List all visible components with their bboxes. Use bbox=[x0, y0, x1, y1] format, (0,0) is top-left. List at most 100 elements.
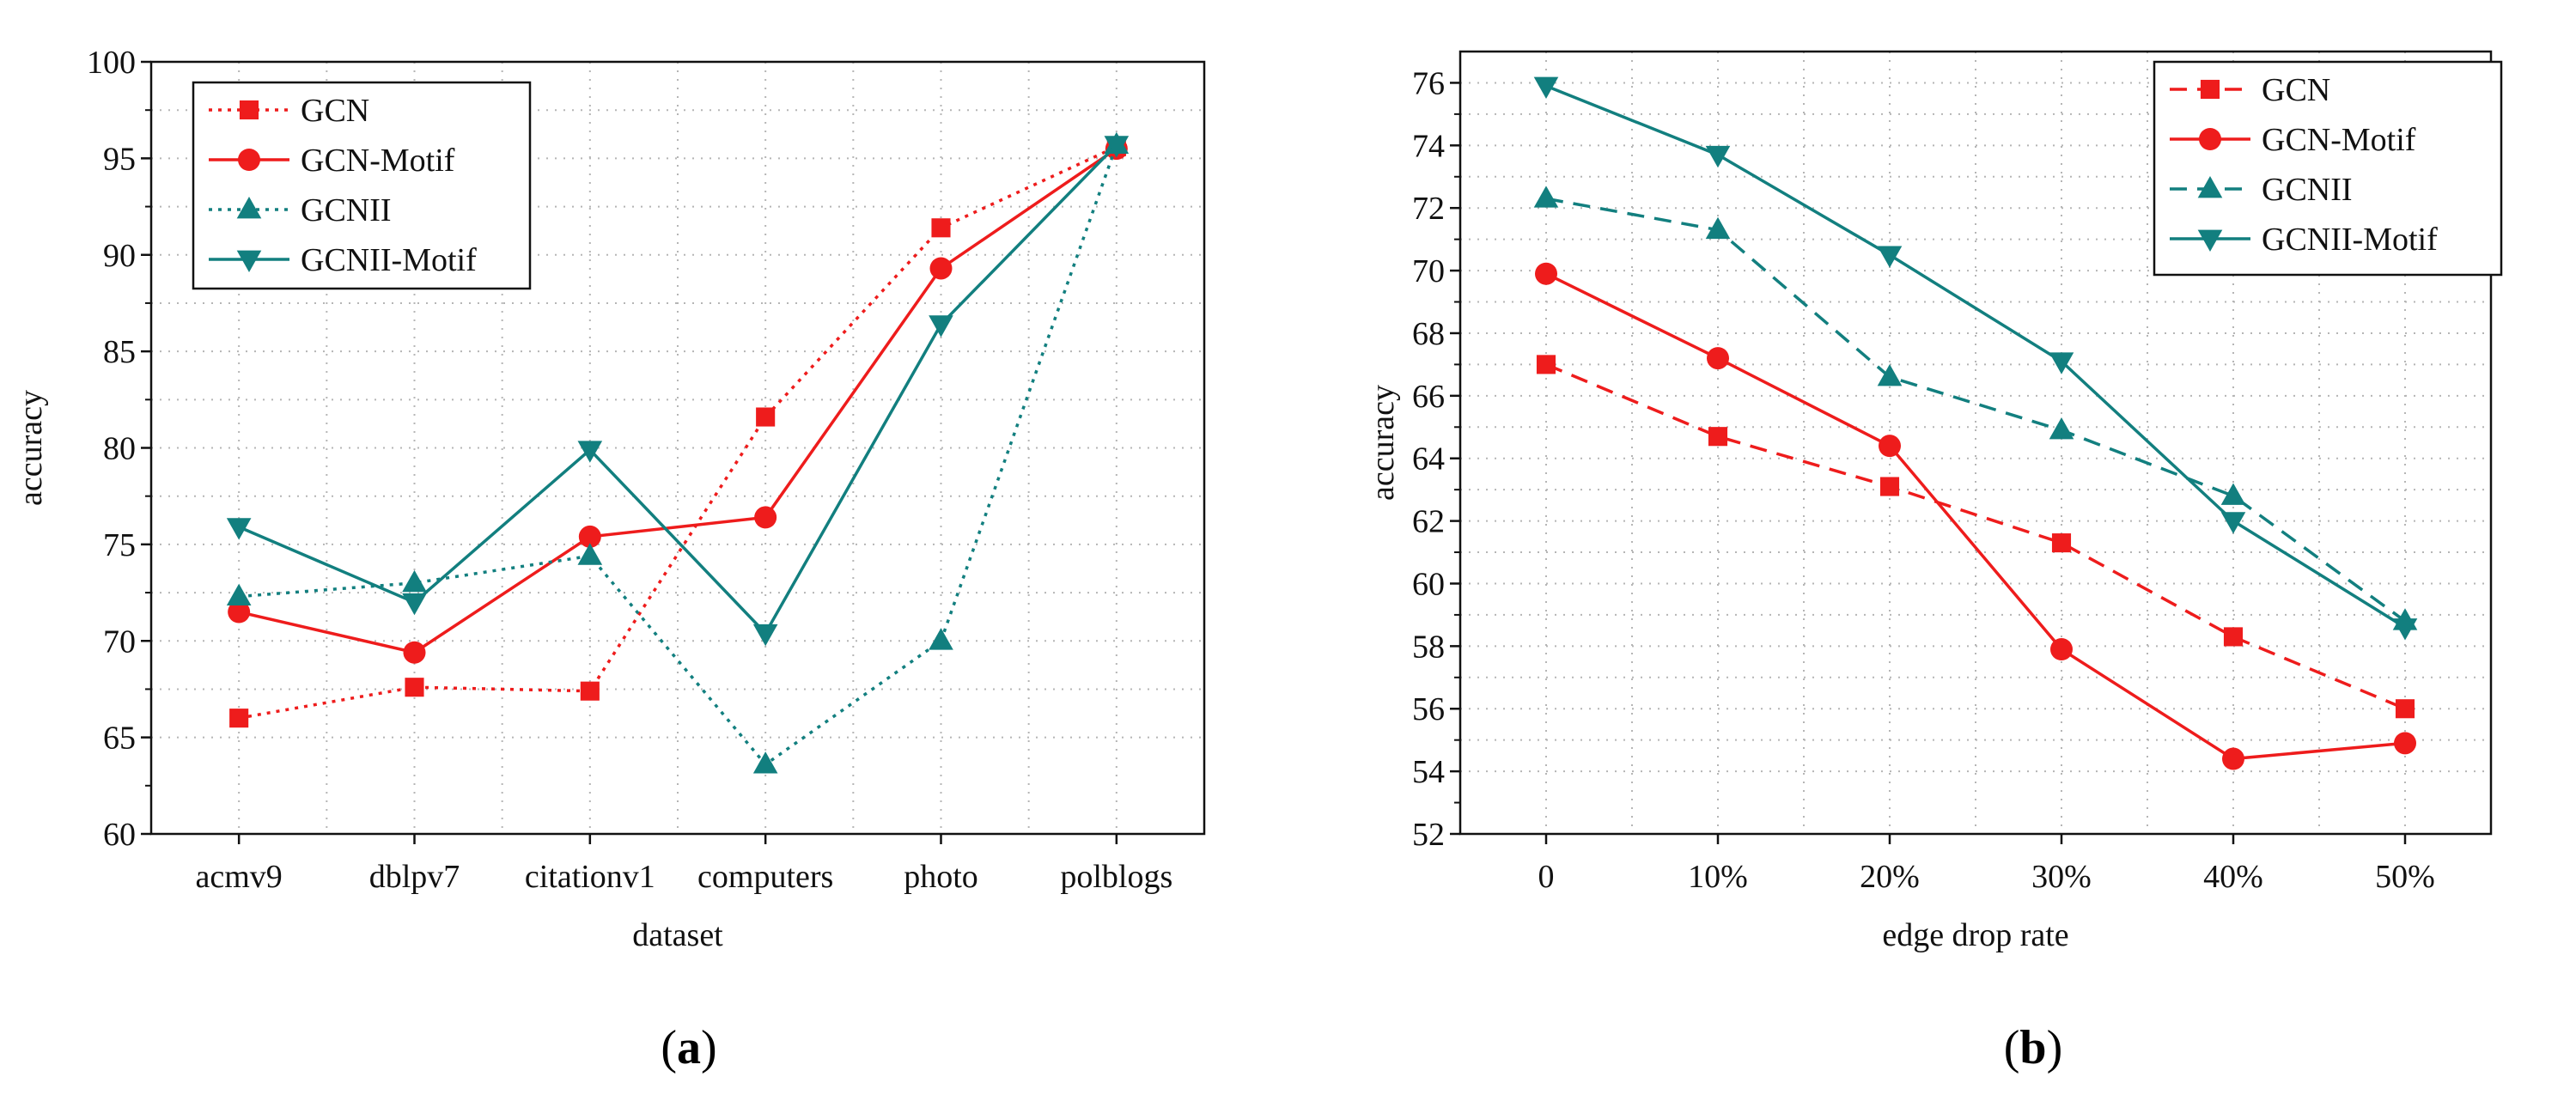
chart-a-point-gcnii-motif bbox=[1104, 136, 1130, 158]
chart-a-point-gcnii bbox=[929, 628, 953, 650]
chart-b-x-tick-label: 20% bbox=[1860, 859, 1920, 895]
chart-b-point-gcn bbox=[2395, 699, 2415, 719]
chart-b-y-tick-label: 60 bbox=[1412, 566, 1445, 602]
chart-b-x-axis-title: edge drop rate bbox=[1882, 917, 2068, 953]
chart-a-x-tick-label: computers bbox=[697, 859, 833, 895]
chart-a-series-line-gcnii bbox=[239, 144, 1118, 767]
chart-b-point-gcn-motif bbox=[2222, 747, 2244, 770]
chart-b-legend-marker bbox=[2200, 79, 2220, 100]
chart-a-x-tick-label: dblpv7 bbox=[369, 859, 460, 895]
chart-a-point-gcn-motif bbox=[929, 257, 953, 280]
chart-a-x-tick-label: citationv1 bbox=[525, 859, 655, 895]
chart-a-point-gcn bbox=[580, 681, 600, 701]
chart-a-point-gcnii bbox=[402, 569, 427, 593]
chart-b-point-gcn bbox=[1536, 355, 1556, 374]
chart-a-legend-marker bbox=[239, 100, 259, 120]
chart-a-y-tick-label: 60 bbox=[103, 817, 136, 853]
chart-a-point-gcnii-motif bbox=[577, 441, 603, 463]
chart-a-legend: GCN GCN-Motif GCNII GCNII-Motif bbox=[192, 81, 532, 290]
chart-a-legend-marker bbox=[236, 250, 262, 272]
chart-b-y-axis-title: accuracy bbox=[1365, 385, 1401, 501]
chart-b-y-tick-label: 68 bbox=[1412, 316, 1445, 352]
chart-a-point-gcn bbox=[931, 218, 951, 238]
chart-b-legend-label: GCN bbox=[2262, 72, 2330, 108]
chart-b-y-tick-label: 70 bbox=[1412, 253, 1445, 289]
chart-a-y-tick-label: 85 bbox=[103, 334, 136, 370]
chart-b-point-gcnii bbox=[2049, 417, 2074, 440]
chart-b-point-gcn-motif bbox=[1535, 262, 1557, 285]
chart-a-y-tick-label: 75 bbox=[103, 527, 136, 563]
chart-a: 60 65 70 75 80 85 90 95 100 acmv9 dblpv7 citationv1… bbox=[13, 45, 1206, 953]
chart-a-point-gcnii-motif bbox=[402, 593, 427, 616]
chart-b-series-line-gcnii-motif bbox=[1545, 84, 2406, 629]
chart-b-series-line-gcnii bbox=[1545, 197, 2407, 623]
chart-a-x-tick-label: photo bbox=[904, 859, 978, 895]
chart-b-legend-marker bbox=[2199, 128, 2221, 150]
chart-b-legend-label: GCN-Motif bbox=[2262, 122, 2416, 158]
chart-a-y-tick-label: 100 bbox=[87, 45, 136, 81]
chart-b-point-gcn bbox=[1708, 427, 1728, 447]
chart-b-point-gcn-motif bbox=[2050, 638, 2073, 661]
chart-b-point-gcnii-motif bbox=[2049, 352, 2074, 374]
chart-b-y-tick-label: 56 bbox=[1412, 691, 1445, 727]
caption-a-letter: a bbox=[677, 1021, 701, 1074]
chart-a-point-gcnii bbox=[752, 751, 778, 774]
chart-b: 52 54 56 58 60 62 64 66 68 70 72 74 76 0 10% 20% 30% 40% 5… bbox=[1365, 50, 2503, 953]
chart-a-y-tick-label: 80 bbox=[103, 431, 136, 467]
chart-a-point-gcnii-motif bbox=[752, 624, 778, 647]
chart-b-legend-marker bbox=[2197, 176, 2223, 198]
chart-a-point-gcnii bbox=[226, 583, 252, 605]
chart-a-legend-marker bbox=[238, 149, 260, 171]
chart-a-y-tick-label: 95 bbox=[103, 141, 136, 177]
chart-b-legend: GCN GCN-Motif GCNII GCNII-Motif bbox=[2153, 60, 2503, 277]
chart-b-y-tick-label: 72 bbox=[1412, 191, 1445, 227]
chart-a-point-gcn-motif bbox=[578, 525, 601, 548]
chart-b-point-gcnii-motif bbox=[2392, 618, 2418, 641]
chart-b-x-tick-label: 10% bbox=[1688, 859, 1748, 895]
chart-b-point-gcn-motif bbox=[1879, 435, 1901, 458]
chart-a-legend-label: GCN-Motif bbox=[301, 143, 455, 179]
chart-b-point-gcnii-motif bbox=[2220, 512, 2246, 534]
chart-a-legend-marker bbox=[236, 197, 262, 219]
chart-b-series-line-gcn-motif bbox=[1545, 272, 2406, 761]
chart-a-x-tick-label: polblogs bbox=[1060, 859, 1172, 895]
chart-b-point-gcn bbox=[2223, 627, 2244, 647]
chart-b-legend-label: GCNII-Motif bbox=[2262, 222, 2438, 258]
chart-b-legend-marker bbox=[2197, 229, 2223, 252]
chart-b-point-gcn bbox=[2051, 533, 2072, 553]
chart-b-point-gcnii bbox=[1877, 364, 1903, 386]
chart-b-x-tick-label: 30% bbox=[2031, 859, 2092, 895]
chart-a-x-axis-title: dataset bbox=[632, 917, 723, 953]
chart-b-y-tick-label: 74 bbox=[1412, 128, 1445, 164]
chart-b-series-line-gcn bbox=[1545, 362, 2406, 710]
chart-b-x-tick-label: 0 bbox=[1538, 859, 1555, 895]
chart-a-series-line-gcn-motif bbox=[238, 147, 1117, 654]
chart-b-point-gcnii-motif bbox=[1877, 246, 1903, 268]
chart-a-point-gcn-motif bbox=[754, 506, 777, 529]
chart-b-point-gcn bbox=[1879, 477, 1900, 496]
chart-a-x-tick-label: acmv9 bbox=[196, 859, 283, 895]
chart-b-plot-frame bbox=[1459, 50, 2493, 836]
chart-a-y-axis-title: accuracy bbox=[13, 390, 49, 506]
chart-b-y-tick-label: 52 bbox=[1412, 817, 1445, 853]
chart-b-x-tick-label: 50% bbox=[2375, 859, 2435, 895]
chart-b-y-tick-label: 58 bbox=[1412, 629, 1445, 665]
chart-b-point-gcnii-motif bbox=[1533, 76, 1559, 100]
chart-b-point-gcnii bbox=[1705, 216, 1731, 240]
chart-b-series-gcn bbox=[1536, 355, 2415, 719]
chart-b-y-tick-label: 64 bbox=[1412, 441, 1445, 478]
chart-b-y-tick-label: 62 bbox=[1412, 504, 1445, 540]
chart-a-series-gcnii bbox=[226, 131, 1130, 774]
chart-b-point-gcn-motif bbox=[1707, 347, 1729, 370]
chart-b-point-gcn-motif bbox=[2394, 732, 2416, 755]
chart-a-legend-label: GCN bbox=[301, 93, 369, 129]
chart-a-point-gcn bbox=[229, 709, 249, 728]
chart-a-point-gcnii-motif bbox=[226, 518, 252, 540]
chart-b-point-gcnii bbox=[2220, 483, 2246, 505]
chart-a-grid bbox=[151, 61, 1204, 834]
chart-a-series-gcnii-motif bbox=[226, 136, 1130, 647]
chart-a-series-line-gcnii-motif bbox=[238, 143, 1118, 636]
chart-a-legend-label: GCNII bbox=[301, 192, 392, 228]
chart-b-y-tick-label: 76 bbox=[1412, 65, 1445, 101]
